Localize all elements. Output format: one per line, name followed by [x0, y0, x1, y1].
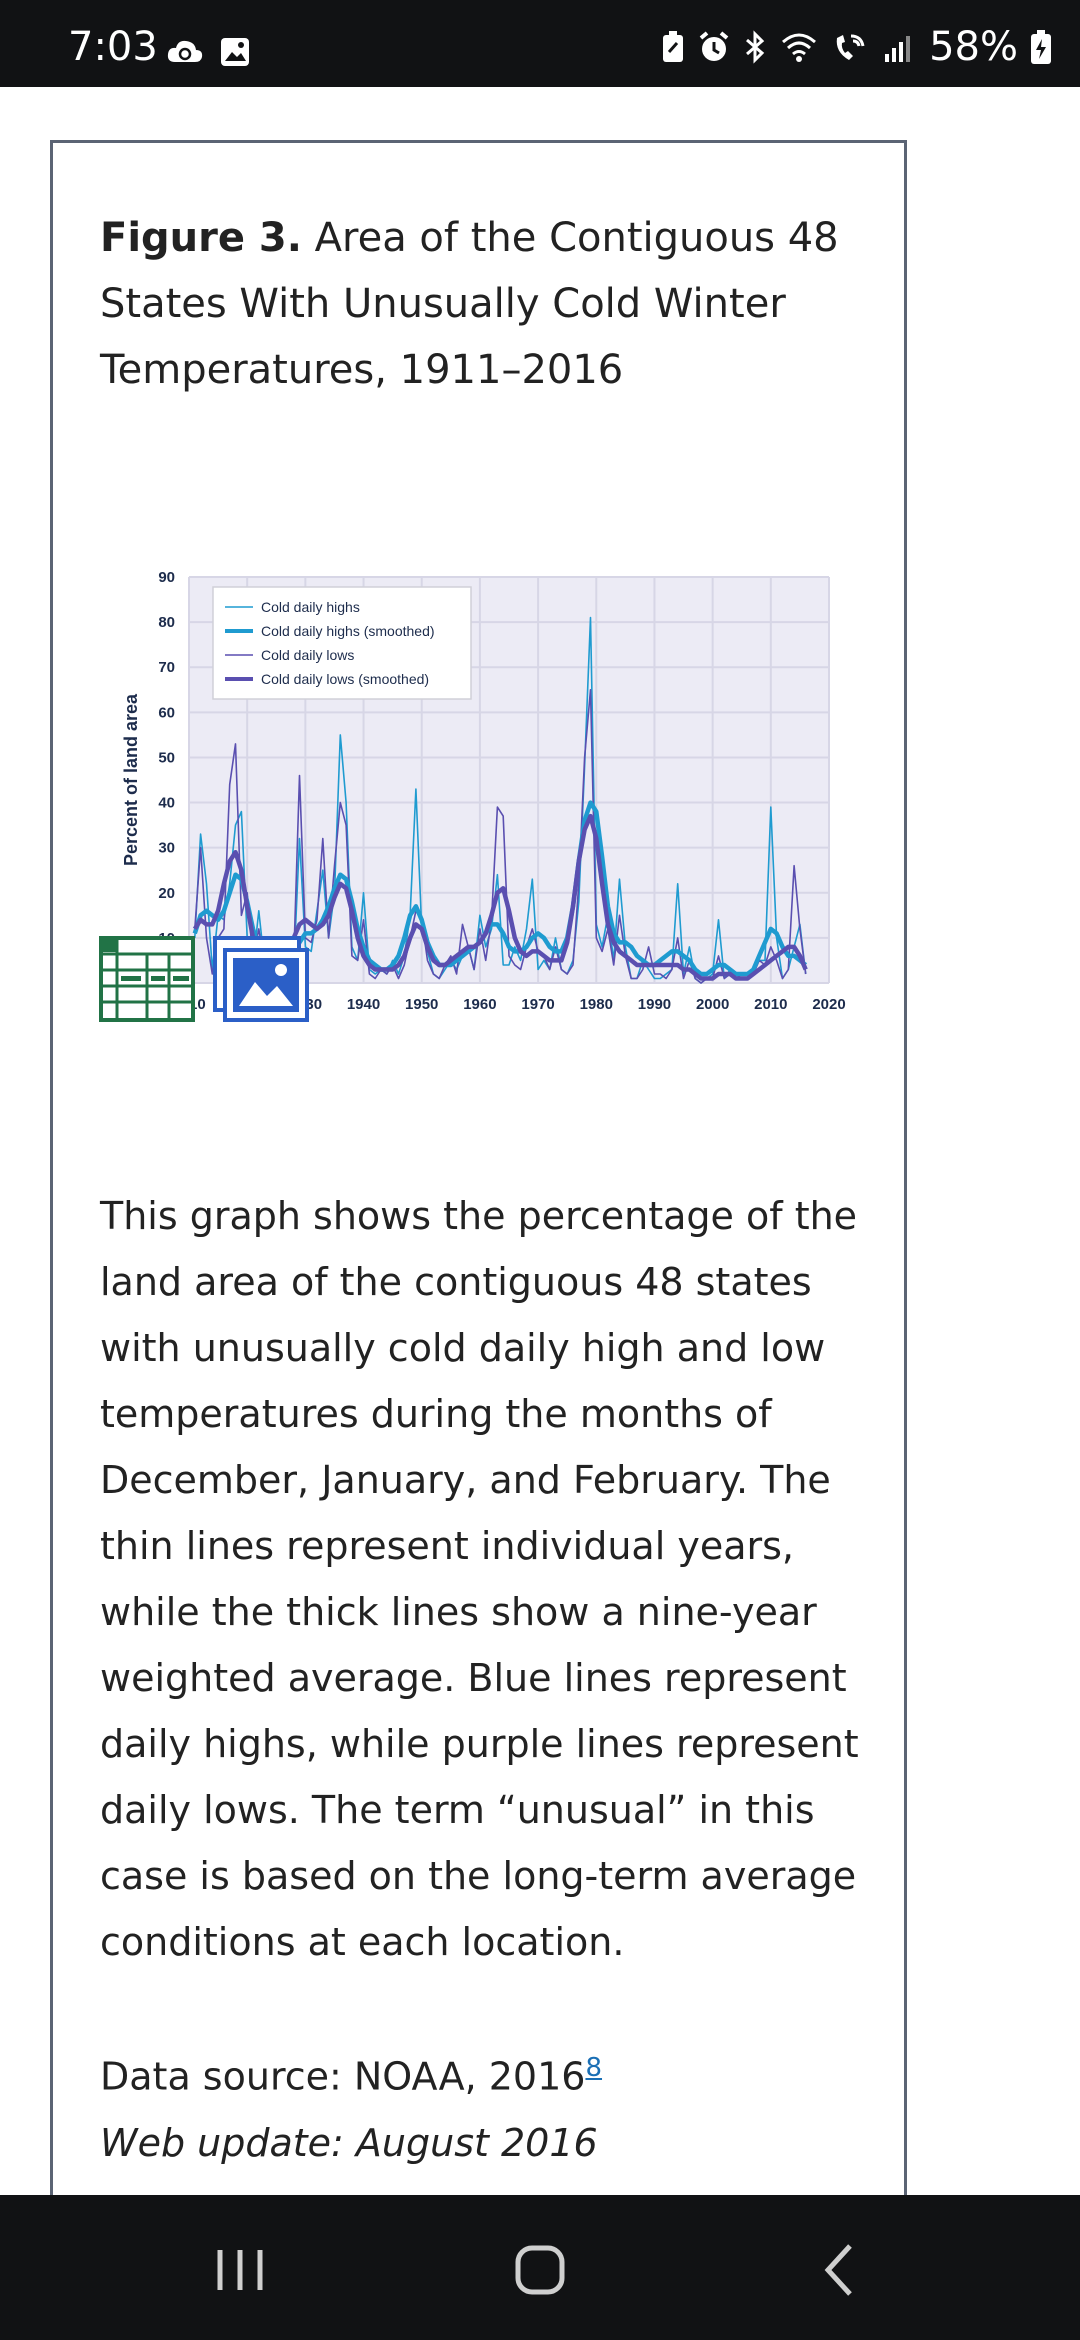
battery-percent: 58% [929, 24, 1018, 70]
footnote-link[interactable]: 8 [585, 2053, 603, 2083]
status-bar: 7:03 [0, 0, 1080, 87]
series-line-cold-daily-lows-smoothed [192, 813, 808, 981]
y-tick-label: 30 [158, 840, 175, 857]
x-tick-label: 2010 [754, 996, 787, 1013]
x-tick-label: 2020 [812, 996, 845, 1013]
y-tick-label: 80 [158, 614, 175, 631]
data-source: Data source: NOAA, 20168 Web update: Aug… [100, 2033, 880, 2176]
x-tick-label: 1960 [463, 996, 496, 1013]
gallery-icon [221, 38, 249, 66]
legend-box [212, 586, 472, 700]
wifi-calling-icon [836, 34, 865, 60]
status-time: 7:03 [68, 24, 158, 70]
chart: 1910192019301940195019601970198019902000… [93, 423, 883, 1054]
x-tick-label: 1990 [638, 996, 671, 1013]
y-tick-label: 20 [158, 885, 175, 902]
figure-card: Figure 3. Area of the Contiguous 48 Stat… [50, 140, 907, 2200]
y-tick-label: 70 [158, 659, 175, 676]
x-tick-label: 2000 [696, 996, 729, 1013]
figure-label: Figure 3. [100, 215, 302, 261]
y-tick-label: 60 [158, 704, 175, 721]
figure-title: Figure 3. Area of the Contiguous 48 Stat… [100, 205, 860, 403]
alarm-icon [699, 31, 729, 61]
recent-apps-icon[interactable] [200, 2240, 280, 2300]
legend-label: Cold daily highs [261, 599, 360, 615]
y-tick-label: 40 [158, 795, 175, 812]
y-tick-label: 90 [158, 569, 175, 586]
x-tick-label: 1940 [347, 996, 380, 1013]
figure-description: This graph shows the percentage of the l… [100, 1194, 859, 1964]
data-source-text: Data source: NOAA, 2016 [100, 2054, 586, 2099]
spreadsheet-icon[interactable] [99, 936, 195, 1022]
chart-svg: 1910192019301940195019601970198019902000… [121, 569, 846, 1054]
signal-icon [885, 36, 911, 62]
y-tick-label: 50 [158, 749, 175, 766]
y-axis-label: Percent of land area [121, 693, 141, 866]
x-tick-label: 1970 [521, 996, 554, 1013]
legend-label: Cold daily lows [261, 647, 354, 663]
wifi-icon [782, 33, 817, 62]
web-update: Web update: August 2016 [100, 2120, 598, 2165]
battery-charging-icon [1031, 30, 1051, 64]
cloud-sync-icon [167, 40, 203, 62]
image-icon[interactable] [213, 936, 309, 1022]
status-right: 58% [661, 24, 1052, 70]
navigation-bar [0, 2195, 1080, 2340]
legend-label: Cold daily highs (smoothed) [261, 623, 435, 639]
legend-label: Cold daily lows (smoothed) [261, 671, 429, 687]
status-left-icons [165, 36, 251, 68]
home-icon[interactable] [500, 2240, 580, 2300]
figure-title-text: Area of the Contiguous 48 States With Un… [100, 215, 839, 393]
back-icon[interactable] [800, 2240, 880, 2300]
battery-saver-icon [663, 31, 684, 62]
download-icons [99, 936, 309, 1022]
x-tick-label: 1980 [580, 996, 613, 1013]
bluetooth-icon [746, 30, 765, 64]
x-tick-label: 1950 [405, 996, 438, 1013]
